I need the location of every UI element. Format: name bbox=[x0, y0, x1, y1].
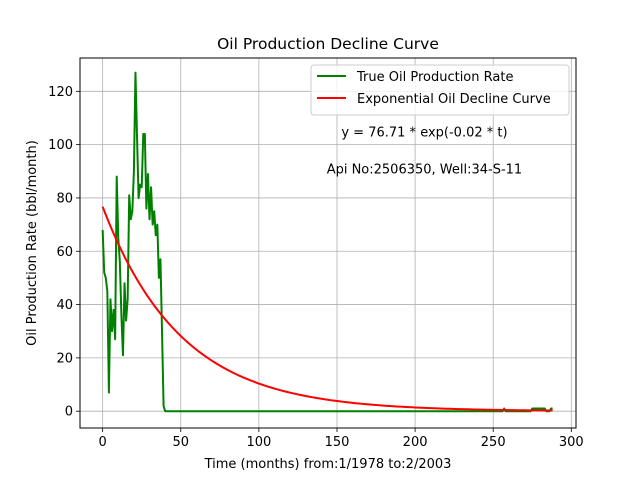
well-annotation: Api No:2506350, Well:34-S-11 bbox=[327, 163, 523, 178]
x-axis-label: Time (months) from:1/1978 to:2/2003 bbox=[204, 457, 452, 472]
x-tick-label: 300 bbox=[559, 435, 584, 450]
plot-frame bbox=[79, 57, 577, 429]
y-axis-label: Oil Production Rate (bbl/month) bbox=[25, 140, 40, 346]
legend: True Oil Production Rate Exponential Oil… bbox=[310, 64, 570, 116]
x-tick-label: 50 bbox=[172, 435, 189, 450]
y-tick-label: 40 bbox=[56, 298, 73, 313]
y-tick-label: 60 bbox=[56, 245, 73, 260]
x-tick-label: 0 bbox=[99, 435, 107, 450]
equation-annotation: y = 76.71 * exp(-0.02 * t) bbox=[341, 125, 507, 140]
y-tick-label: 0 bbox=[65, 405, 73, 420]
series-line-true-rate bbox=[101, 71, 553, 413]
series-line-decline-curve bbox=[101, 206, 553, 412]
y-tick-label: 100 bbox=[48, 138, 73, 153]
y-tick-label: 80 bbox=[56, 191, 73, 206]
legend-label-decline-curve: Exponential Oil Decline Curve bbox=[357, 92, 551, 107]
legend-label-true-rate: True Oil Production Rate bbox=[356, 70, 513, 85]
legend-box bbox=[310, 64, 570, 116]
chart-title: Oil Production Decline Curve bbox=[217, 35, 439, 53]
y-tick-label: 20 bbox=[56, 351, 73, 366]
x-tick-label: 150 bbox=[325, 435, 350, 450]
x-tick-label: 100 bbox=[246, 435, 271, 450]
plot-lines bbox=[101, 71, 553, 413]
x-axis-ticks: 0 50 100 150 200 250 300 bbox=[99, 428, 584, 450]
y-axis-ticks: 0 20 40 60 80 100 120 bbox=[48, 85, 80, 420]
x-tick-label: 200 bbox=[403, 435, 428, 450]
x-tick-label: 250 bbox=[481, 435, 506, 450]
y-tick-label: 120 bbox=[48, 85, 73, 100]
